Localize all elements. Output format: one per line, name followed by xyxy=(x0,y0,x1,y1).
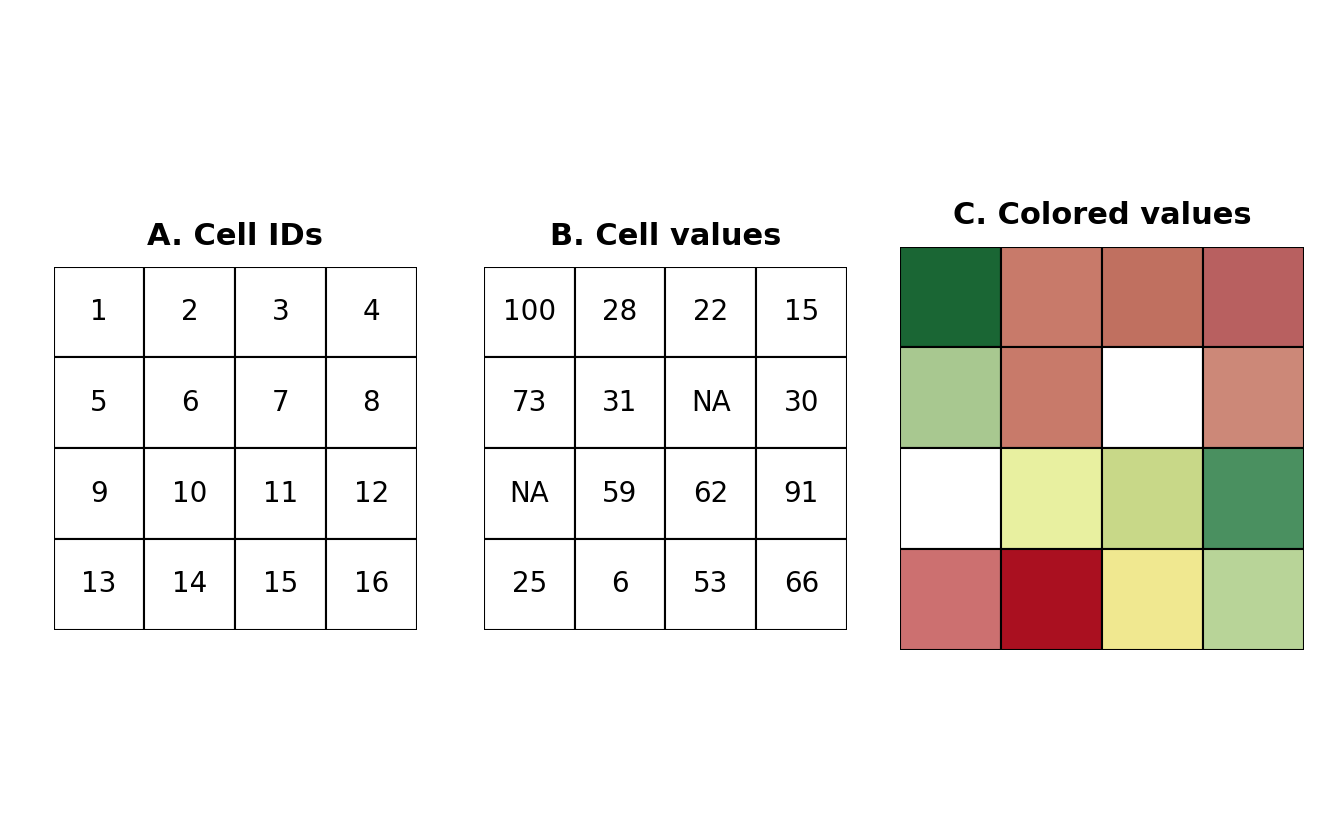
Title: C. Colored values: C. Colored values xyxy=(953,202,1251,231)
Bar xyxy=(665,448,755,539)
Bar xyxy=(235,266,325,358)
Bar xyxy=(484,266,574,358)
Bar xyxy=(325,539,417,630)
Bar xyxy=(144,266,235,358)
Text: 31: 31 xyxy=(602,388,637,417)
Text: 13: 13 xyxy=(82,570,117,598)
Text: 15: 15 xyxy=(784,298,818,326)
Bar xyxy=(54,358,144,448)
Bar xyxy=(574,266,665,358)
Bar xyxy=(325,448,417,539)
Bar xyxy=(54,266,144,358)
Text: 6: 6 xyxy=(181,388,199,417)
Bar xyxy=(755,448,847,539)
Text: 6: 6 xyxy=(612,570,629,598)
Text: 7: 7 xyxy=(271,388,289,417)
Bar xyxy=(1001,448,1102,549)
Text: 91: 91 xyxy=(784,480,818,508)
Bar xyxy=(1001,348,1102,448)
Text: 11: 11 xyxy=(263,480,298,508)
Text: 14: 14 xyxy=(172,570,207,598)
Bar xyxy=(665,539,755,630)
Bar xyxy=(235,358,325,448)
Bar xyxy=(144,358,235,448)
Bar xyxy=(325,266,417,358)
Bar xyxy=(574,539,665,630)
Text: 8: 8 xyxy=(363,388,380,417)
Bar xyxy=(1102,448,1203,549)
Text: 100: 100 xyxy=(503,298,556,326)
Text: 73: 73 xyxy=(512,388,547,417)
Text: 53: 53 xyxy=(694,570,728,598)
Bar xyxy=(1203,448,1304,549)
Bar xyxy=(1102,549,1203,650)
Text: 62: 62 xyxy=(694,480,728,508)
Bar xyxy=(900,549,1001,650)
Bar xyxy=(755,358,847,448)
Bar xyxy=(755,539,847,630)
Bar xyxy=(484,358,574,448)
Title: A. Cell IDs: A. Cell IDs xyxy=(148,222,323,251)
Bar xyxy=(900,348,1001,448)
Text: 3: 3 xyxy=(271,298,289,326)
Text: 2: 2 xyxy=(181,298,199,326)
Bar xyxy=(1203,348,1304,448)
Text: 4: 4 xyxy=(363,298,380,326)
Bar xyxy=(54,448,144,539)
Bar xyxy=(1203,247,1304,348)
Bar xyxy=(144,448,235,539)
Bar xyxy=(484,448,574,539)
Bar xyxy=(235,539,325,630)
Text: 28: 28 xyxy=(602,298,637,326)
Text: 5: 5 xyxy=(90,388,108,417)
Bar xyxy=(144,539,235,630)
Bar xyxy=(900,247,1001,348)
Bar xyxy=(54,539,144,630)
Text: NA: NA xyxy=(691,388,731,417)
Bar xyxy=(900,448,1001,549)
Text: 22: 22 xyxy=(694,298,728,326)
Text: 30: 30 xyxy=(784,388,818,417)
Text: 15: 15 xyxy=(263,570,298,598)
Bar xyxy=(574,448,665,539)
Text: 25: 25 xyxy=(512,570,547,598)
Bar xyxy=(665,266,755,358)
Text: 10: 10 xyxy=(172,480,207,508)
Text: 12: 12 xyxy=(353,480,388,508)
Text: 1: 1 xyxy=(90,298,108,326)
Bar xyxy=(1001,549,1102,650)
Bar xyxy=(574,358,665,448)
Text: NA: NA xyxy=(509,480,550,508)
Bar xyxy=(325,358,417,448)
Bar xyxy=(1102,247,1203,348)
Bar xyxy=(484,539,574,630)
Title: B. Cell values: B. Cell values xyxy=(550,222,781,251)
Bar xyxy=(235,448,325,539)
Text: 66: 66 xyxy=(784,570,818,598)
Bar xyxy=(1001,247,1102,348)
Bar xyxy=(1102,348,1203,448)
Text: 16: 16 xyxy=(353,570,388,598)
Bar xyxy=(755,266,847,358)
Bar xyxy=(665,358,755,448)
Text: 9: 9 xyxy=(90,480,108,508)
Text: 59: 59 xyxy=(602,480,637,508)
Bar xyxy=(1203,549,1304,650)
